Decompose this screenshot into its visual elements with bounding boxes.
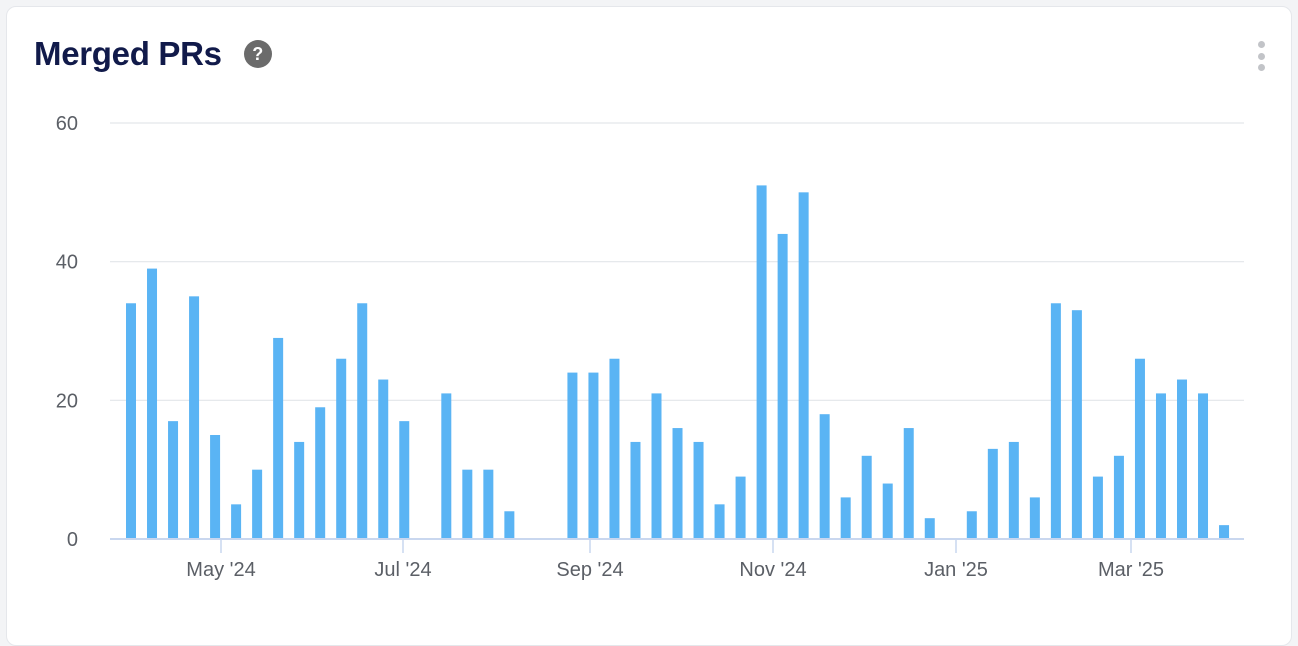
bar: [567, 372, 578, 539]
bar: [357, 303, 368, 539]
bar: [861, 455, 872, 539]
x-tick-label: Jul '24: [374, 559, 431, 581]
bar: [672, 428, 683, 539]
bar: [882, 483, 893, 539]
bar: [714, 504, 725, 539]
bar: [630, 441, 641, 539]
bar: [294, 441, 305, 539]
x-axis: [110, 538, 1244, 553]
bar: [903, 428, 914, 539]
y-tick-label: 20: [56, 390, 78, 412]
bar: [609, 358, 620, 539]
bar: [336, 358, 347, 539]
kebab-dot: [1257, 52, 1265, 60]
kebab-menu-icon[interactable]: [1255, 41, 1267, 71]
bar: [1029, 497, 1040, 539]
bar: [126, 303, 136, 539]
card-title: Merged PRs: [34, 35, 222, 72]
question-circle-icon[interactable]: ?: [243, 40, 272, 68]
x-tick-label: Jan '25: [924, 559, 988, 581]
bar: [1050, 303, 1061, 539]
bar: [315, 407, 326, 539]
bar: [1177, 379, 1187, 539]
bar: [1198, 393, 1209, 539]
x-axis-labels: May '24 Jul '24 Sep '24 Nov '24 Jan '25 Mar '…: [186, 559, 1164, 581]
bar: [1113, 455, 1124, 539]
kebab-dot: [1257, 41, 1265, 48]
bar: [1071, 310, 1082, 539]
bar: [987, 448, 998, 539]
bar: [840, 497, 851, 539]
y-tick-label: 0: [67, 529, 78, 551]
x-tick-label: Nov '24: [739, 559, 806, 581]
bar: [777, 233, 788, 539]
y-tick-label: 60: [56, 113, 78, 135]
bar: [273, 337, 284, 539]
bar: [483, 469, 494, 539]
bar: [588, 372, 599, 539]
bar: [399, 421, 410, 539]
bar: [168, 421, 179, 539]
bar: [462, 469, 473, 539]
bar: [924, 518, 935, 539]
bar: [210, 435, 221, 539]
bar: [378, 379, 389, 539]
bars: [126, 185, 1230, 540]
y-tick-label: 40: [56, 252, 78, 274]
bar: [966, 511, 977, 539]
bar: [798, 192, 809, 540]
bar: [441, 393, 452, 539]
bar: [147, 268, 158, 539]
bar: [1008, 441, 1019, 539]
bar: [504, 511, 515, 539]
bar: [1134, 358, 1145, 539]
x-tick-label: Sep '24: [556, 559, 623, 581]
bar: [231, 504, 242, 539]
bar: [252, 469, 263, 539]
y-axis-labels: 0 20 40 60: [56, 113, 78, 551]
bar: [1155, 393, 1166, 539]
card-header: Merged PRs ?: [34, 35, 272, 73]
bar: [189, 296, 200, 539]
bar: [756, 185, 767, 539]
bar: [735, 476, 746, 539]
bar: [693, 441, 704, 539]
kebab-dot: [1257, 64, 1265, 71]
bar: [1219, 525, 1230, 539]
bar: [819, 414, 830, 539]
x-tick-label: Mar '25: [1098, 559, 1164, 581]
bar: [651, 393, 662, 539]
x-tick-label: May '24: [186, 559, 255, 581]
bar: [1092, 476, 1103, 539]
